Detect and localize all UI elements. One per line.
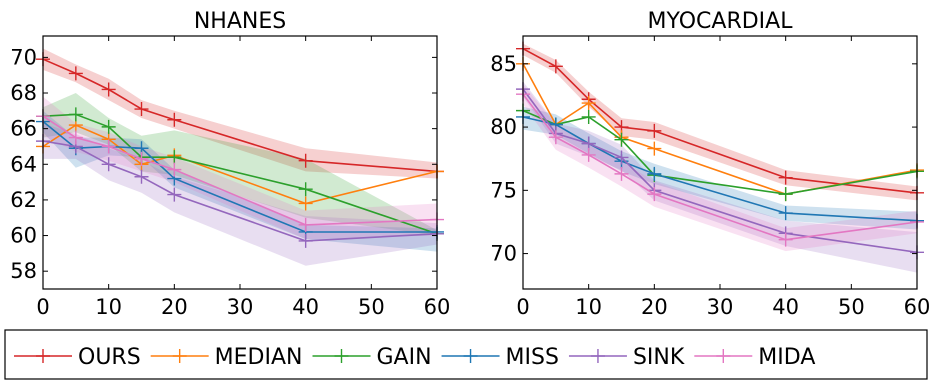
point-mida	[548, 130, 563, 145]
legend-item-ours: OURS	[14, 345, 141, 370]
legend-label: MIDA	[758, 345, 815, 370]
legend-label: SINK	[633, 345, 685, 370]
y-tick-label: 66	[10, 117, 37, 141]
point-mida	[134, 151, 149, 166]
chart-title: MYOCARDIAL	[648, 9, 794, 34]
point-ours	[647, 123, 662, 138]
point-mida	[614, 166, 629, 181]
point-ours	[778, 170, 793, 185]
point-mida	[581, 147, 596, 162]
point-gain	[298, 182, 313, 197]
x-tick-label: 10	[95, 295, 122, 319]
x-tick-label: 20	[641, 295, 668, 319]
x-tick-label: 50	[358, 295, 385, 319]
legend: OURS MEDIAN GAIN MISS SINK MIDA	[4, 329, 928, 380]
x-tick-label: 40	[292, 295, 319, 319]
y-tick-label: 62	[10, 188, 37, 212]
x-tick-label: 60	[424, 295, 451, 319]
legend-item-sink: SINK	[568, 345, 685, 370]
legend-item-miss: MISS	[441, 345, 559, 370]
band-ours	[43, 48, 437, 179]
y-tick-label: 80	[490, 115, 517, 139]
point-gain	[778, 187, 793, 202]
point-mida	[778, 232, 793, 247]
point-miss	[647, 166, 662, 181]
y-tick-label: 58	[10, 259, 37, 283]
y-tick-label: 68	[10, 81, 37, 105]
point-ours	[548, 59, 563, 74]
point-gain	[614, 132, 629, 147]
x-tick-label: 20	[161, 295, 188, 319]
point-sink	[167, 187, 182, 202]
legend-marker	[36, 349, 50, 363]
band-mida	[43, 96, 437, 240]
y-tick-label: 64	[10, 152, 37, 176]
point-ours	[68, 66, 83, 81]
point-mida	[68, 130, 83, 145]
band-ours	[523, 43, 917, 201]
y-tick-label: 60	[10, 224, 37, 248]
point-sink	[298, 233, 313, 248]
point-ours	[298, 153, 313, 168]
point-mida	[101, 139, 116, 154]
series-ours	[516, 41, 924, 200]
y-tick-label: 70	[490, 242, 517, 266]
point-mida	[647, 187, 662, 202]
legend-item-median: MEDIAN	[150, 345, 303, 370]
legend-label: OURS	[78, 345, 141, 370]
confidence-bands	[523, 43, 917, 273]
band-miss	[523, 106, 917, 230]
y-tick-label: 75	[490, 178, 517, 202]
x-tick-label: 0	[516, 295, 529, 319]
legend-box	[4, 329, 928, 380]
band-sink	[523, 81, 917, 273]
point-ours	[101, 82, 116, 97]
legend-item-mida: MIDA	[694, 345, 815, 370]
line-median	[522, 63, 918, 195]
x-tick-label: 30	[227, 295, 254, 319]
x-tick-label: 0	[36, 295, 49, 319]
x-tick-label: 50	[838, 295, 865, 319]
point-median	[298, 196, 313, 211]
legend-marker	[334, 349, 349, 363]
point-gain	[101, 119, 116, 134]
point-gain	[167, 150, 182, 165]
legend-marker	[716, 349, 731, 363]
point-median	[647, 141, 662, 156]
band-sink	[43, 123, 437, 266]
legend-marker	[172, 349, 187, 363]
legend-label: MEDIAN	[215, 345, 303, 370]
chart-1: MYOCARDIAL 0 10 20 30 40 50 60 70 75 80 85	[490, 9, 930, 319]
point-mida	[167, 162, 182, 177]
point-mida	[298, 217, 313, 232]
legend-item-gain: GAIN	[312, 345, 432, 370]
legend-marker	[590, 349, 605, 363]
legend-label: GAIN	[377, 345, 432, 370]
point-sink	[134, 169, 149, 184]
chart-0: NHANES 0 10 20 30 40 50 60 58 60 62 64 66 68 70	[10, 9, 450, 319]
point-miss	[778, 206, 793, 221]
point-sink	[101, 157, 116, 172]
x-tick-label: 30	[707, 295, 734, 319]
point-sink	[614, 150, 629, 165]
point-ours	[167, 112, 182, 127]
point-gain	[581, 109, 596, 124]
point-gain	[68, 107, 83, 122]
confidence-bands	[43, 48, 437, 266]
legend-marker	[463, 349, 478, 363]
x-tick-label: 40	[772, 295, 799, 319]
chart-title: NHANES	[194, 9, 286, 34]
legend-label: MISS	[506, 345, 559, 370]
point-ours	[134, 102, 149, 117]
series-ours	[36, 52, 444, 179]
y-tick-label: 85	[490, 52, 517, 76]
band-mida	[523, 84, 917, 252]
point-median	[581, 96, 596, 111]
y-tick-label: 70	[10, 45, 37, 69]
x-tick-label: 60	[904, 295, 931, 319]
x-tick-label: 10	[575, 295, 602, 319]
